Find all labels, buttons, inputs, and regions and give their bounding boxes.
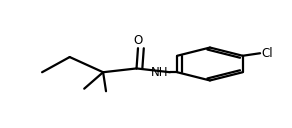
- Text: NH: NH: [151, 66, 168, 79]
- Text: O: O: [133, 34, 142, 47]
- Text: Cl: Cl: [262, 47, 273, 60]
